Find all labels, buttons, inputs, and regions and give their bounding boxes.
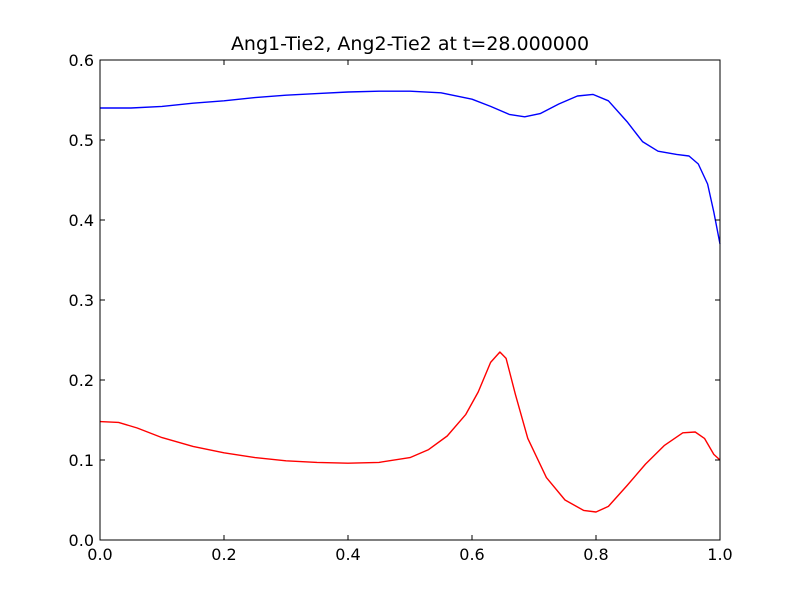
y-tick-label: 0.2 — [69, 371, 94, 390]
plot-area: 0.0 0.2 0.4 0.6 0.8 1.0 0.0 0.1 0.2 0.3 0.4 0.5 0.6 — [69, 51, 733, 564]
chart-title: Ang1-Tie2, Ang2-Tie2 at t=28.000000 — [231, 33, 589, 55]
x-tick-label: 1.0 — [707, 545, 732, 564]
x-tick-label: 0.6 — [459, 545, 484, 564]
x-tick-label: 0.4 — [335, 545, 360, 564]
y-tick-label: 0.6 — [69, 51, 94, 70]
x-tick-label: 0.2 — [211, 545, 236, 564]
y-tick-label: 0.0 — [69, 531, 94, 550]
series-line-1 — [100, 90, 721, 245]
x-tick-label: 0.0 — [87, 545, 112, 564]
y-tick-label: 0.5 — [69, 131, 94, 150]
y-tick-label: 0.1 — [69, 451, 94, 470]
plot-frame — [99, 59, 721, 541]
y-tick-label: 0.4 — [69, 211, 94, 230]
x-tick-label: 0.8 — [583, 545, 608, 564]
series-line-2 — [99, 351, 721, 513]
y-tick-label: 0.3 — [69, 291, 94, 310]
